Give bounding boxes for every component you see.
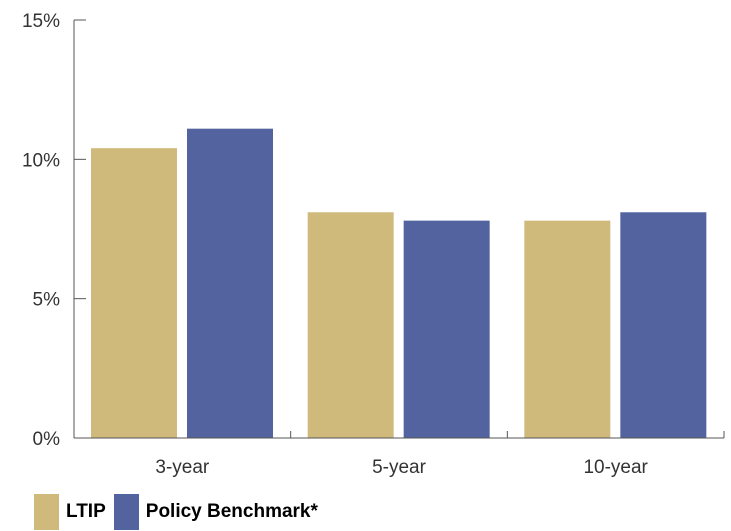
y-tick-label-10: 10% bbox=[22, 150, 60, 171]
legend-swatch-policy-benchmark bbox=[113, 494, 139, 530]
bar-policy-benchmark-10-year bbox=[620, 212, 707, 438]
y-tick-label-0: 0% bbox=[33, 429, 61, 450]
x-tick-label-5-year: 5-year bbox=[372, 457, 427, 478]
legend-label-ltip: LTIP bbox=[66, 501, 106, 522]
y-tick-label-15: 15% bbox=[22, 11, 60, 32]
bar-policy-benchmark-3-year bbox=[187, 128, 273, 438]
y-tick-label-5: 5% bbox=[33, 290, 61, 311]
bar-policy-benchmark-5-year bbox=[403, 220, 490, 438]
legend-label-policy-benchmark: Policy Benchmark* bbox=[145, 501, 318, 522]
legend: LTIP Policy Benchmark* bbox=[34, 494, 326, 530]
bar-ltip-5-year bbox=[307, 212, 394, 438]
legend-swatch-ltip bbox=[34, 494, 59, 530]
legend-item-policy-benchmark: Policy Benchmark* bbox=[113, 494, 318, 530]
bar-ltip-3-year bbox=[91, 148, 177, 439]
legend-item-ltip: LTIP bbox=[34, 494, 106, 530]
bar-ltip-10-year bbox=[524, 220, 611, 438]
x-tick-label-3-year: 3-year bbox=[155, 457, 210, 478]
x-tick-label-10-year: 10-year bbox=[583, 457, 648, 478]
